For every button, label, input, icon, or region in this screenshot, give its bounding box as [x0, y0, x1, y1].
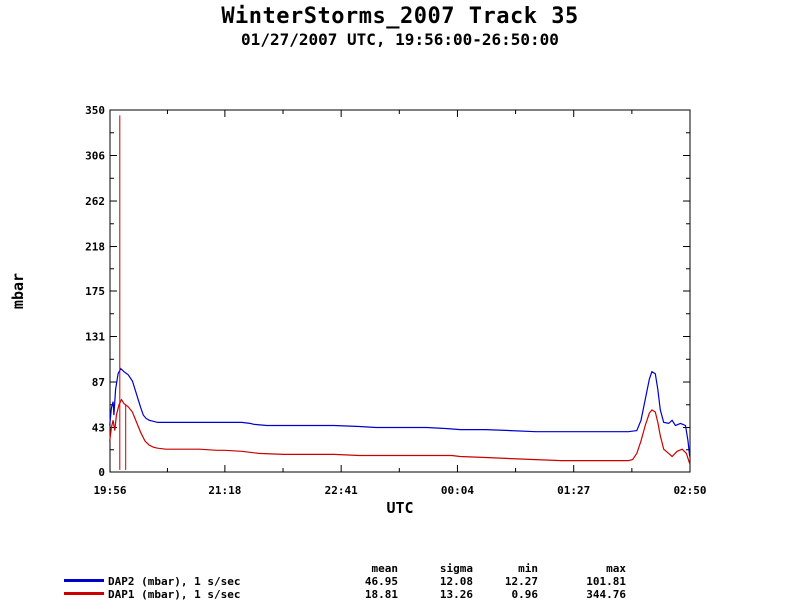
- y-tick-label: 175: [85, 285, 105, 298]
- legend-label-dap1: DAP1 (mbar), 1 s/sec: [108, 588, 241, 601]
- stat-dap2-max: 101.81: [586, 575, 626, 588]
- x-tick-label: 02:50: [673, 484, 706, 497]
- y-tick-label: 0: [98, 466, 105, 479]
- legend-label-dap2: DAP2 (mbar), 1 s/sec: [108, 575, 241, 588]
- chart-subtitle: 01/27/2007 UTC, 19:56:00-26:50:00: [241, 30, 559, 49]
- x-tick-label: 01:27: [557, 484, 590, 497]
- stat-dap1-mean: 18.81: [364, 588, 398, 601]
- stats-header-sigma: sigma: [439, 562, 473, 575]
- y-tick-label: 262: [85, 195, 105, 208]
- y-tick-label: 43: [92, 422, 105, 435]
- y-tick-label: 87: [92, 376, 105, 389]
- chart-svg: 0 43 87 131 175 218 262 306 350 19:56 21:18 22:41 00…: [9, 104, 707, 517]
- x-tick-label: 21:18: [208, 484, 241, 497]
- stat-dap1-max: 344.76: [586, 588, 626, 601]
- series-line-dap2: [109, 367, 691, 457]
- stat-dap1-min: 0.96: [511, 588, 539, 601]
- y-tick-label: 218: [85, 241, 105, 254]
- legend-swatch-dap1: [64, 592, 104, 595]
- legend-swatch-dap2: [64, 579, 104, 582]
- stat-dap2-mean: 46.95: [364, 575, 398, 588]
- y-axis-title: mbar: [9, 273, 27, 309]
- y-tick-label: 306: [85, 150, 105, 163]
- stat-dap2-min: 12.27: [504, 575, 538, 588]
- series-line-dap1: [109, 398, 691, 464]
- stat-dap1-sigma: 13.26: [439, 588, 473, 601]
- plot-frame: [109, 109, 691, 473]
- chart-title: WinterStorms_2007 Track 35: [221, 4, 579, 29]
- y-tick-label: 131: [85, 331, 105, 344]
- x-tick-label: 22:41: [325, 484, 358, 497]
- x-axis-title: UTC: [386, 499, 413, 517]
- stats-header-mean: mean: [371, 562, 399, 575]
- y-tick-label: 350: [85, 104, 105, 117]
- x-tick-label: 00:04: [441, 484, 474, 497]
- stats-header-max: max: [606, 562, 626, 575]
- stats-legend: mean sigma min max DAP2 (mbar), 1 s/sec …: [0, 560, 800, 605]
- stat-dap2-sigma: 12.08: [439, 575, 473, 588]
- stats-header-min: min: [518, 562, 538, 575]
- x-tick-label: 19:56: [93, 484, 126, 497]
